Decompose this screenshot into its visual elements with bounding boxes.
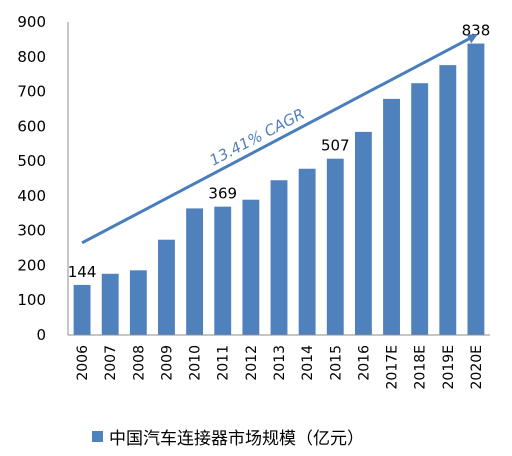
x-tick-label: 2012 [244, 345, 260, 381]
bar [129, 270, 147, 335]
bar [439, 65, 457, 335]
bar [383, 98, 400, 335]
x-tick-label: 2020E [469, 345, 485, 389]
bar [214, 206, 232, 335]
x-tick-label: 2016 [356, 345, 372, 381]
bar [158, 239, 175, 335]
y-tick-label: 700 [17, 83, 46, 101]
x-tick-label: 2015 [328, 345, 344, 381]
x-tick-label: 2017E [385, 345, 401, 389]
x-tick-label: 2018E [413, 345, 429, 389]
bar [467, 43, 485, 335]
x-tick-label: 2007 [103, 345, 119, 381]
bar [101, 273, 119, 335]
y-tick-label: 800 [17, 48, 46, 66]
bar [298, 168, 316, 335]
bar [270, 180, 288, 335]
y-tick-label: 900 [17, 13, 46, 31]
data-label: 507 [321, 137, 350, 155]
bar [73, 284, 91, 335]
bar [354, 131, 372, 335]
cagr-arrow [81, 33, 478, 245]
y-tick-label: 100 [17, 291, 46, 309]
x-tick-label: 2011 [216, 345, 232, 381]
x-tick-label: 2006 [75, 345, 91, 381]
y-tick-label: 400 [17, 187, 46, 205]
x-tick-label: 2008 [131, 345, 147, 381]
data-label: 369 [208, 185, 237, 203]
x-tick-label: 2010 [188, 345, 204, 381]
y-tick-label: 300 [17, 222, 46, 240]
bar [242, 199, 260, 335]
bar [186, 208, 204, 335]
cagr-label: 13.41% CAGR [207, 105, 308, 170]
x-tick-label: 2009 [159, 345, 175, 381]
bar [411, 83, 429, 335]
bar [326, 158, 344, 335]
y-tick-label: 500 [17, 152, 46, 170]
y-tick-label: 200 [17, 256, 46, 274]
legend-swatch [92, 430, 103, 442]
y-tick-label: 0 [36, 326, 46, 344]
y-tick-label: 600 [17, 117, 46, 135]
data-label: 144 [68, 263, 97, 281]
legend-label: 中国汽车连接器市场规模（亿元） [109, 428, 364, 449]
legend: 中国汽车连接器市场规模（亿元） [92, 425, 364, 449]
x-tick-label: 2019E [441, 345, 457, 389]
x-tick-label: 2013 [272, 345, 288, 381]
x-tick-label: 2014 [300, 345, 316, 381]
